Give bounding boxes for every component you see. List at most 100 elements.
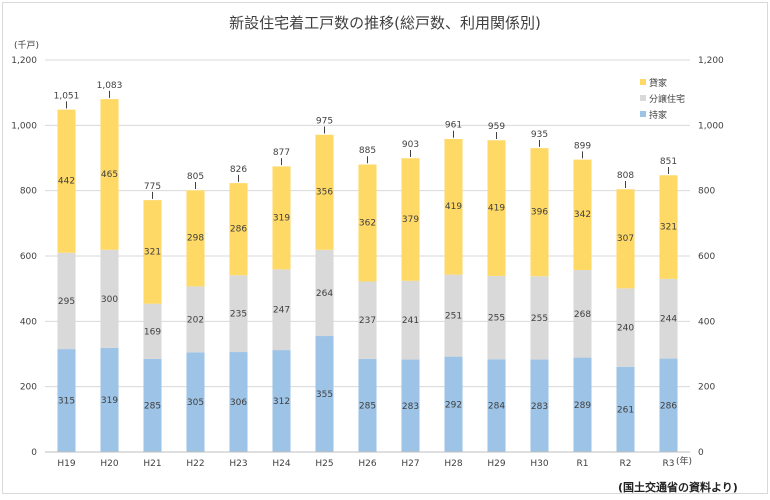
bar-value-label: 289: [574, 401, 591, 411]
total-value-label: 808: [617, 171, 634, 181]
bar-segment: [315, 133, 334, 250]
bar-value-label: 240: [617, 324, 634, 334]
total-value-label: 877: [273, 148, 290, 158]
bar-segment: [444, 137, 463, 275]
bar-value-label: 285: [144, 401, 161, 411]
bar-segment: [315, 249, 334, 337]
total-value-label: 775: [144, 182, 161, 192]
y-tick-label-right: 800: [698, 187, 715, 197]
bar-value-label: 321: [144, 247, 161, 257]
x-tick-label: H20: [100, 459, 118, 469]
bar-value-label: 305: [187, 398, 204, 408]
total-value-label: 903: [402, 140, 419, 150]
bar-value-label: 300: [101, 295, 118, 305]
bar-value-label: 321: [660, 222, 677, 232]
bar-segment: [358, 281, 377, 359]
bar-value-label: 379: [402, 215, 419, 225]
bar-segment: [401, 157, 420, 281]
bar-segment: [229, 181, 248, 276]
bar-segment: [358, 163, 377, 282]
bar-value-label: 247: [273, 306, 290, 316]
bar-value-label: 419: [445, 202, 462, 212]
bar-value-label: 319: [101, 396, 118, 406]
bar-segment: [444, 356, 463, 452]
bar-value-label: 306: [230, 398, 247, 408]
x-tick-label: H19: [57, 459, 75, 469]
legend-label-owner: 持家: [649, 110, 668, 121]
bar-segment: [315, 336, 334, 452]
bar-segment: [616, 366, 635, 452]
bar-value-label: 241: [402, 316, 419, 326]
bar-value-label: 419: [488, 203, 505, 213]
bar-value-label: 244: [660, 315, 677, 325]
bar-segment: [401, 280, 420, 360]
bar-value-label: 312: [273, 397, 290, 407]
x-tick-label: H30: [530, 459, 548, 469]
bar-segment: [659, 358, 678, 452]
bar-segment: [659, 278, 678, 359]
x-tick-label: H26: [358, 459, 376, 469]
chart-title: 新設住宅着工戸数の推移(総戸数、利用関係別): [229, 14, 541, 32]
x-tick-label: H29: [487, 459, 505, 469]
bar-segment: [358, 358, 377, 452]
bar-value-label: 292: [445, 400, 462, 410]
total-value-label: 826: [230, 165, 247, 175]
x-tick-label: R3: [663, 459, 675, 469]
bar-segment: [186, 286, 205, 353]
bar-segment: [229, 275, 248, 353]
legend-label-for-sale: 分譲住宅: [649, 94, 686, 105]
bar-segment: [401, 359, 420, 452]
bar-value-label: 319: [273, 213, 290, 223]
total-value-label: 899: [574, 141, 591, 151]
bar-value-label: 298: [187, 234, 204, 244]
bar-value-label: 251: [445, 312, 462, 322]
total-value-label: 1,083: [97, 81, 123, 91]
bar-value-label: 283: [402, 402, 419, 412]
bar-value-label: 283: [531, 402, 548, 412]
y-tick-label-left: 400: [20, 317, 37, 327]
bar-segment: [186, 189, 205, 287]
chart-legend: 貸家 分譲住宅 持家: [640, 75, 685, 123]
total-value-label: 959: [488, 122, 505, 132]
y-tick-label-left: 0: [31, 448, 37, 458]
y-tick-label-right: 1,200: [698, 56, 724, 66]
bar-segment: [229, 352, 248, 452]
bar-value-label: 442: [58, 177, 75, 187]
y-axis-unit-label: (千戸): [14, 41, 40, 51]
y-tick-label-left: 200: [20, 383, 37, 393]
x-tick-label: H21: [143, 459, 161, 469]
legend-swatch-for-sale: [640, 95, 646, 101]
bar-segment: [100, 97, 119, 250]
total-value-label: 935: [531, 130, 548, 140]
bar-segment: [573, 270, 592, 358]
bar-value-label: 237: [359, 316, 376, 326]
total-value-label: 805: [187, 172, 204, 182]
bar-segment: [616, 188, 635, 289]
bar-value-label: 315: [58, 397, 75, 407]
bar-value-label: 362: [359, 218, 376, 228]
bar-segment: [143, 198, 162, 304]
y-tick-label-right: 400: [698, 317, 715, 327]
bar-value-label: 396: [531, 208, 548, 218]
bar-segment: [272, 165, 291, 270]
bar-segment: [573, 357, 592, 452]
bar-value-label: 307: [617, 234, 634, 244]
bar-segment: [100, 347, 119, 452]
bar-value-label: 356: [316, 188, 333, 198]
y-tick-label-right: 0: [698, 448, 704, 458]
source-note: (国土交通省の資料より): [618, 481, 738, 494]
total-value-label: 1,051: [54, 91, 80, 101]
x-tick-label: H27: [401, 459, 419, 469]
total-value-label: 885: [359, 146, 376, 156]
bar-segment: [530, 359, 549, 452]
bar-value-label: 465: [101, 170, 118, 180]
x-tick-label: H23: [229, 459, 247, 469]
bar-segment: [57, 349, 76, 452]
legend-item-rental: 貸家: [640, 75, 685, 89]
legend-swatch-rental: [640, 79, 646, 85]
y-tick-label-right: 600: [698, 252, 715, 262]
bar-segment: [530, 276, 549, 360]
bar-value-label: 255: [488, 314, 505, 324]
bar-value-label: 286: [660, 401, 677, 411]
